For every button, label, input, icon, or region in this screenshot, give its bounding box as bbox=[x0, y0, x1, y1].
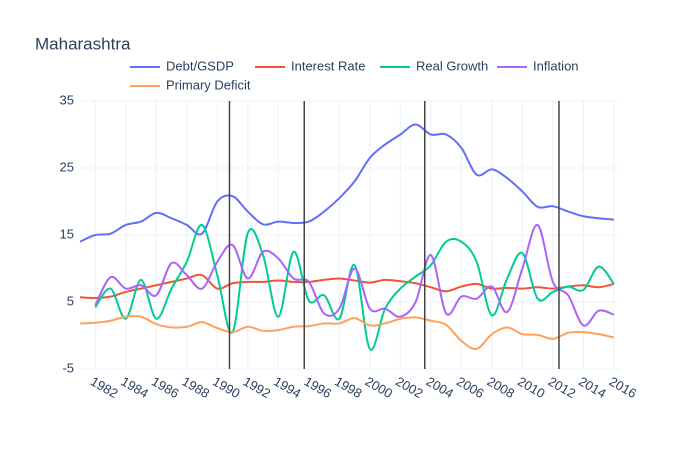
x-tick-label: 1998 bbox=[332, 374, 365, 401]
x-tick-label: 1994 bbox=[271, 374, 304, 401]
legend-label: Interest Rate bbox=[291, 58, 365, 73]
x-tick-label: 1982 bbox=[88, 374, 121, 401]
x-tick-label: 1996 bbox=[302, 374, 335, 401]
legend-label: Real Growth bbox=[416, 58, 488, 73]
x-tick-label: 1986 bbox=[149, 374, 182, 401]
x-tick-label: 2014 bbox=[576, 374, 609, 401]
series-line bbox=[94, 223, 615, 351]
series-line bbox=[79, 273, 615, 299]
x-tick-label: 2016 bbox=[607, 374, 640, 401]
x-tick-label: 1992 bbox=[241, 374, 274, 401]
x-tick-label: 2000 bbox=[363, 374, 396, 401]
x-tick-label: 2008 bbox=[485, 374, 518, 401]
y-tick-label: 15 bbox=[60, 226, 74, 241]
series-line bbox=[79, 123, 614, 243]
series-line bbox=[94, 223, 615, 327]
x-tick-label: 2012 bbox=[546, 374, 579, 401]
x-tick-label: 1990 bbox=[210, 374, 243, 401]
series-line bbox=[79, 315, 615, 351]
x-tick-label: 2006 bbox=[454, 374, 487, 401]
y-tick-label: -5 bbox=[62, 360, 74, 375]
x-tick-label: 1984 bbox=[119, 374, 152, 401]
legend-label: Primary Deficit bbox=[166, 77, 251, 92]
y-tick-label: 5 bbox=[67, 293, 74, 308]
x-tick-label: 1988 bbox=[180, 374, 213, 401]
x-tick-label: 2004 bbox=[424, 374, 457, 401]
legend-label: Inflation bbox=[533, 58, 579, 73]
legend-label: Debt/GSDP bbox=[166, 58, 234, 73]
chart-title: Maharashtra bbox=[35, 34, 131, 53]
y-tick-label: 25 bbox=[60, 159, 74, 174]
x-tick-label: 2002 bbox=[393, 374, 426, 401]
x-tick-label: 2010 bbox=[515, 374, 548, 401]
y-tick-label: 35 bbox=[60, 92, 74, 107]
